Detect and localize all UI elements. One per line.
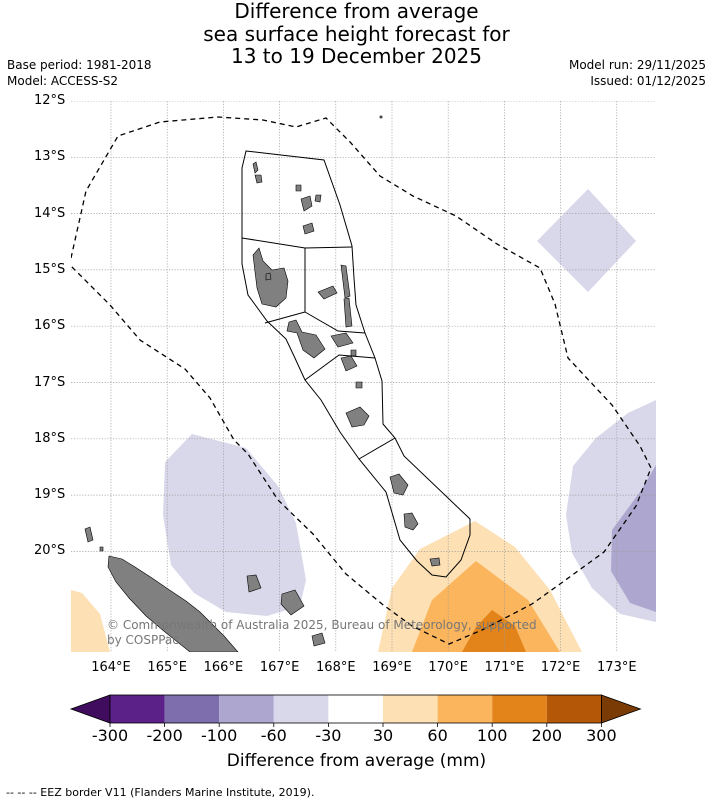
colorbar-tick-label: -200 <box>146 726 183 745</box>
latitude-label: 18°S <box>34 430 66 446</box>
island-merelava <box>302 222 315 235</box>
longitude-label: 169°E <box>372 660 412 675</box>
anomaly-pos-south-strong <box>462 610 526 652</box>
vanuatu-islands <box>252 115 441 567</box>
title-line-1: Difference from average <box>234 0 479 23</box>
colorbar-label: Difference from average (mm) <box>226 751 487 771</box>
model-name: Model: ACCESS-S2 <box>7 73 119 88</box>
map-panel <box>71 101 656 652</box>
longitude-label: 165°E <box>147 660 187 675</box>
island-banks-2 <box>295 184 302 192</box>
copyright-line-1: © Commonwealth of Australia 2025, Bureau… <box>107 618 537 632</box>
new-caledonia <box>84 526 326 652</box>
latitude-label: 13°S <box>34 149 66 165</box>
title-line-2: sea surface height forecast for <box>203 21 510 46</box>
island-torres <box>252 161 259 174</box>
island-pentecost <box>343 297 353 328</box>
island-vanualava <box>314 194 322 203</box>
island-mare <box>311 632 326 647</box>
colorbar-tick-label: 100 <box>476 726 508 745</box>
graticule <box>71 101 656 652</box>
colorbar-tick-label: 200 <box>531 726 563 745</box>
boundary-torba-sanma <box>241 237 353 249</box>
run-info: Model run: 29/11/2025 Issued: 01/12/2025 <box>569 58 706 89</box>
latitude-label: 17°S <box>34 374 66 390</box>
eez-border <box>71 116 652 645</box>
island-aneityum <box>429 557 441 567</box>
colorbar-tick-label: -30 <box>315 726 342 745</box>
colorbar-tick-label: 60 <box>427 726 448 745</box>
anomaly-neg-northeast <box>537 189 636 292</box>
longitude-label: 173°E <box>597 660 637 675</box>
latitude-label: 20°S <box>34 543 66 559</box>
island-malekula <box>286 319 326 359</box>
island-belep <box>84 526 94 543</box>
anomaly-neg-east-strong <box>611 465 656 612</box>
island-malo <box>265 272 272 281</box>
island-grande-terre <box>107 555 239 652</box>
longitude-label: 168°E <box>316 660 356 675</box>
boundary-malampa-shefa <box>304 354 376 381</box>
longitude-label: 167°E <box>259 660 300 675</box>
map-frame <box>71 101 656 652</box>
map-layers <box>71 101 656 652</box>
latitude-label: 19°S <box>34 487 66 503</box>
latitude-label: 15°S <box>34 261 66 277</box>
province-boundaries <box>241 150 471 578</box>
title-line-3: 13 to 19 December 2025 <box>230 44 482 68</box>
colorbar-tick-label: -100 <box>201 726 238 745</box>
issued-date: Issued: 01/12/2025 <box>590 73 706 88</box>
colorbar-tick-label: 30 <box>372 726 394 745</box>
island-ambrym <box>330 332 354 348</box>
island-banks-1 <box>254 174 263 184</box>
model-info: Base period: 1981-2018 Model: ACCESS-S2 <box>7 58 152 89</box>
anomaly-pos-southwest <box>71 590 110 652</box>
longitude-label: 166°E <box>203 660 244 675</box>
colorbar-tick-label: 300 <box>586 726 617 745</box>
latitude-label: 12°S <box>34 93 66 108</box>
island-northwest-reef <box>99 546 104 552</box>
island-tanna <box>403 512 419 531</box>
model-run: Model run: 29/11/2025 <box>568 58 706 72</box>
island-ambae <box>317 285 338 300</box>
base-period: Base period: 1981-2018 <box>7 58 152 72</box>
map-title: Difference from average sea surface heig… <box>0 0 713 68</box>
longitude-label: 172°E <box>540 660 581 675</box>
island-epi <box>340 355 358 372</box>
colorbar-tick-label: -60 <box>260 726 287 745</box>
island-erromango <box>389 473 409 496</box>
island-lifou <box>280 589 305 616</box>
boundary-shefa-tafea <box>358 437 396 460</box>
island-ouvea <box>246 574 262 593</box>
longitude-label: 164°E <box>91 660 131 675</box>
colorbar-tick-label: -300 <box>91 726 129 745</box>
anomaly-neg-west <box>163 434 306 616</box>
boundary-penama-malampa <box>304 311 366 334</box>
island-efate <box>345 406 370 428</box>
copyright-line-2: by COSPPac <box>107 633 179 647</box>
island-small-north <box>379 115 383 119</box>
island-gaua <box>300 195 313 212</box>
island-paama <box>350 349 357 357</box>
island-maewo <box>340 264 351 299</box>
eez-legend-note: -- -- -- EEZ border V11 (Flanders Marine… <box>6 786 315 799</box>
copyright-notice: © Commonwealth of Australia 2025, Bureau… <box>107 618 537 648</box>
longitude-label: 171°E <box>484 660 525 675</box>
country-outline <box>241 150 471 578</box>
anomaly-pos-south-mid <box>412 561 560 652</box>
island-tongoa <box>355 381 363 389</box>
latitude-label: 16°S <box>34 318 66 334</box>
latitude-label: 14°S <box>34 205 66 221</box>
longitude-label: 170°E <box>428 660 468 675</box>
